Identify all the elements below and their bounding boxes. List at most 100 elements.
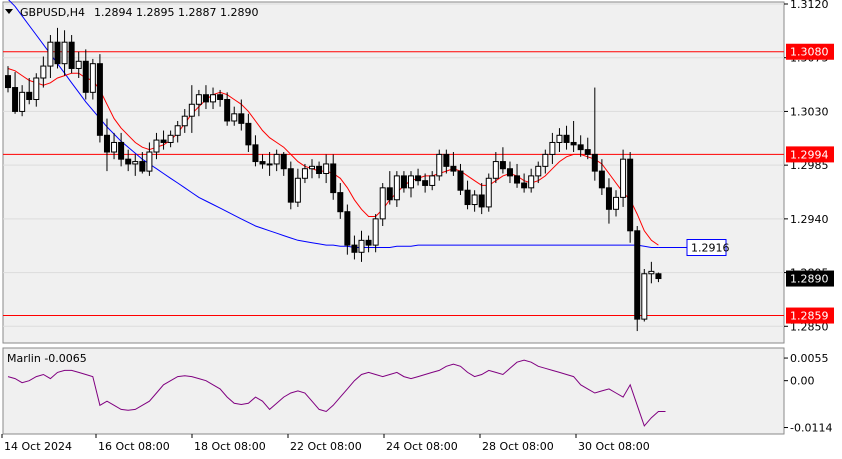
price-tag-resistance_mid <box>786 146 834 163</box>
candle-body-bull <box>556 134 563 143</box>
candle <box>485 173 492 212</box>
candle <box>499 147 506 174</box>
candle-body-bull <box>436 153 443 177</box>
candle <box>54 27 61 69</box>
indicator-tick-label: -0.0114 <box>790 422 832 435</box>
candle <box>210 87 217 110</box>
candle-body-bull <box>492 161 499 179</box>
candle <box>26 78 33 105</box>
price-tag-support <box>786 307 834 324</box>
candle-body-bear <box>450 165 457 172</box>
candle <box>528 168 535 193</box>
candle-body-bull <box>323 163 330 174</box>
candle <box>358 230 365 262</box>
candle-body-bull <box>33 77 40 100</box>
candle-body-bull <box>146 151 153 172</box>
candle-body-bear <box>443 153 450 167</box>
ma-blue-line <box>8 0 659 248</box>
candle-body-bear <box>54 41 61 65</box>
candle-body-bull <box>40 65 47 79</box>
price-pane[interactable] <box>2 1 785 344</box>
candle <box>316 161 323 179</box>
candle-body-bear <box>655 273 662 280</box>
candle-body-bear <box>280 153 287 170</box>
dropdown-triangle-icon[interactable] <box>5 9 13 14</box>
candle <box>47 35 54 79</box>
candle-body-bear <box>344 211 351 246</box>
candle <box>605 178 612 224</box>
candle <box>19 85 26 117</box>
candle-body-bear <box>224 98 231 122</box>
marlin-line <box>7 359 666 427</box>
candle-body-bull <box>153 139 160 153</box>
candle <box>492 152 499 184</box>
candle-body-bull <box>89 63 96 93</box>
candle <box>598 159 605 195</box>
candle <box>273 149 280 172</box>
candle-body-bear <box>202 94 209 103</box>
candle <box>450 152 457 176</box>
candle-body-bull <box>174 125 181 136</box>
candle <box>103 118 110 172</box>
candle-body-bear <box>499 161 506 170</box>
candle <box>287 161 294 210</box>
candle-body-bear <box>422 180 429 186</box>
candlesticks <box>5 27 662 332</box>
candle <box>372 214 379 253</box>
ma-blue-tag <box>686 239 727 257</box>
price-tag-label-support: 1.2859 <box>790 310 829 323</box>
candle <box>82 49 89 100</box>
candle <box>12 72 19 114</box>
time-tick-label: 24 Oct 08:00 <box>386 440 458 453</box>
candle-body-bear <box>577 144 584 151</box>
candle <box>125 149 132 172</box>
candle-body-bear <box>118 141 125 160</box>
candle <box>40 56 47 88</box>
candle <box>259 154 266 169</box>
candle <box>641 268 648 322</box>
candle <box>386 171 393 205</box>
indicator-pane[interactable] <box>2 347 785 435</box>
candle <box>33 73 40 107</box>
price-tag-label-resistance_high: 1.3080 <box>790 46 829 59</box>
candle-body-bull <box>273 153 280 165</box>
time-axis[interactable]: 14 Oct 2024 16 Oct 08:00 18 Oct 08:00 22 Oc… <box>1 434 650 453</box>
candle-body-bull <box>61 41 68 65</box>
candle <box>464 180 471 210</box>
horizontal-lines[interactable] <box>3 51 784 317</box>
candle-body-bear <box>139 161 146 172</box>
candle <box>5 66 11 93</box>
candle-body-bear <box>316 165 323 174</box>
candle <box>514 163 521 188</box>
candle-body-bull <box>266 163 273 166</box>
candle-body-bull <box>528 175 535 189</box>
candle <box>506 161 513 184</box>
candle <box>224 92 231 126</box>
candle-body-bear <box>217 94 224 100</box>
candle-body-bear <box>521 182 528 189</box>
candle <box>634 226 641 332</box>
candle-body-bear <box>365 239 372 246</box>
candle <box>153 132 160 160</box>
candle-body-bear <box>478 194 485 208</box>
candle-body-bear <box>96 63 103 136</box>
candle-body-bear <box>514 175 521 184</box>
candle-body-bull <box>167 134 174 143</box>
price-tick-label: 1.2940 <box>790 213 829 226</box>
candle-body-bear <box>457 170 464 191</box>
candle-body-bull <box>132 161 139 165</box>
candle <box>563 125 570 150</box>
candle-body-bull <box>358 239 365 253</box>
candle <box>167 130 174 148</box>
candle <box>620 149 627 207</box>
indicator-axis[interactable]: 0.0055 0.00 -0.0114 <box>784 352 832 435</box>
candle <box>96 54 103 143</box>
candle <box>202 85 209 110</box>
price-tick-label: 1.3030 <box>790 105 829 118</box>
candle-body-bull <box>47 41 54 67</box>
candle <box>584 137 591 160</box>
indicator-tick-label: 0.0055 <box>790 352 829 365</box>
price-grid <box>3 3 784 327</box>
candle-body-bear <box>506 168 513 177</box>
